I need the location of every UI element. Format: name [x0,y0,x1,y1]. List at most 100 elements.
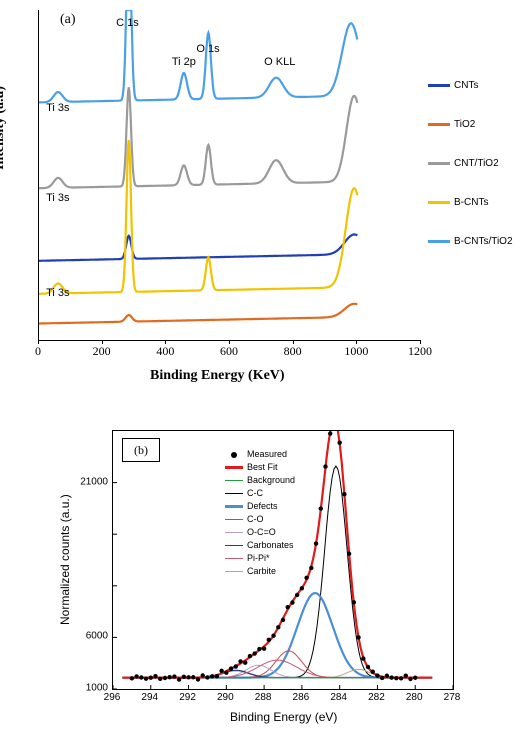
x-tick-label: 292 [179,692,196,703]
legend-swatch [225,571,243,572]
series-line [39,140,357,294]
legend-marker [231,452,237,458]
x-axis-label-a: Binding Energy (KeV) [150,368,285,384]
y-axis-label-a: Intensity (a.u) [0,86,8,170]
measured-point [248,654,252,658]
legend-label: B-CNTs/TiO2 [454,236,513,247]
measured-point [243,661,247,665]
measured-point [191,675,195,679]
legend-label: Best Fit [247,461,278,474]
measured-point [328,431,332,435]
legend-item: CNTs [428,80,524,91]
legend-swatch [225,519,243,520]
peak-annotation: Ti 2p [172,56,196,68]
measured-point [352,600,356,604]
legend-swatch [225,480,243,482]
measured-point [144,676,148,680]
peak-annotation: Ti 3s [46,102,69,114]
measured-point [394,676,398,680]
measured-point [347,552,351,556]
measured-point [389,675,393,679]
measured-point [281,618,285,622]
y-tick-label: 6000 [80,631,108,642]
measured-point [309,566,313,570]
x-tick-label: 278 [444,692,461,703]
x-tick-label: 400 [156,344,174,359]
legend-swatch [225,545,243,547]
legend-label: Background [247,474,295,487]
x-tick-label: 0 [35,344,41,359]
measured-point [295,593,299,597]
legend-b: MeasuredBest FitBackgroundC-CDefectsC-OO… [225,448,295,578]
measured-point [286,605,290,609]
legend-label: O-C=O [247,526,276,539]
measured-point [314,541,318,545]
legend-item: O-C=O [225,526,295,539]
panel-b: (b) Normalized counts (a.u.) Binding Ene… [60,420,480,740]
measured-point [337,441,341,445]
legend-swatch [428,123,450,126]
measured-point [257,647,261,651]
legend-item: Defects [225,500,295,513]
measured-point [205,675,209,679]
measured-point [134,674,138,678]
x-tick-label: 294 [141,692,158,703]
measured-point [271,634,275,638]
legend-swatch [428,84,450,87]
legend-item: TiO2 [428,119,524,130]
x-tick-label: 600 [220,344,238,359]
component-curve [122,593,432,678]
legend-swatch [225,532,243,533]
chart-svg-a [39,10,421,340]
measured-point [167,675,171,679]
legend-item: Pi-Pi* [225,552,295,565]
measured-point [238,659,242,663]
measured-point [182,675,186,679]
legend-label: CNT/TiO2 [454,158,499,169]
series-line [39,235,357,261]
x-tick-label: 1000 [344,344,368,359]
x-tick-label: 296 [104,692,121,703]
legend-item: CNT/TiO2 [428,158,524,169]
legend-swatch [428,201,450,204]
legend-item: B-CNTs/TiO2 [428,236,524,247]
legend-swatch [428,240,450,243]
legend-label: B-CNTs [454,197,488,208]
measured-point [276,625,280,629]
measured-point [139,675,143,679]
y-tick-label: 21000 [80,476,108,487]
measured-point [267,638,271,642]
measured-point [371,669,375,673]
measured-point [262,646,266,650]
measured-point [229,666,233,670]
x-tick-label: 290 [217,692,234,703]
legend-label: C-C [247,487,263,500]
measured-point [404,673,408,677]
plot-area-a: C 1sTi 2pO 1sO KLLTi 3sTi 3sTi 3s [38,10,421,341]
measured-point [215,674,219,678]
legend-label: Measured [247,448,287,461]
measured-point [196,677,200,681]
measured-point [366,665,370,669]
measured-point [323,464,327,468]
measured-point [252,651,256,655]
measured-point [319,506,323,510]
measured-point [356,635,360,639]
peak-annotation: O KLL [264,56,295,68]
peak-annotation: O 1s [196,43,219,55]
legend-label: Defects [247,500,278,513]
measured-point [385,674,389,678]
peak-annotation: C 1s [116,17,139,29]
measured-point [224,670,228,674]
x-tick-label: 282 [368,692,385,703]
legend-label: Pi-Pi* [247,552,270,565]
legend-item: Carbite [225,565,295,578]
legend-label: CNTs [454,80,478,91]
x-tick-label: 286 [293,692,310,703]
legend-label: C-O [247,513,264,526]
measured-point [375,673,379,677]
measured-point [234,664,238,668]
legend-swatch [225,558,243,559]
measured-point [201,673,205,677]
peak-annotation: Ti 3s [46,287,69,299]
